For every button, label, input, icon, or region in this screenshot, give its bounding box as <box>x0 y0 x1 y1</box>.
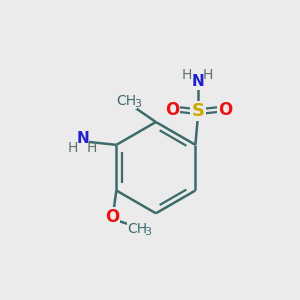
Text: O: O <box>165 100 179 118</box>
Text: N: N <box>76 131 89 146</box>
Text: H: H <box>182 68 192 83</box>
Text: CH: CH <box>127 222 147 236</box>
Text: O: O <box>218 100 232 118</box>
Text: S: S <box>192 102 205 120</box>
Text: H: H <box>87 141 98 155</box>
Text: 3: 3 <box>134 99 141 110</box>
Text: H: H <box>202 68 213 83</box>
Text: H: H <box>68 141 78 155</box>
Text: CH: CH <box>116 94 136 108</box>
Text: N: N <box>192 74 205 89</box>
Text: O: O <box>105 208 119 226</box>
Text: 3: 3 <box>145 227 152 237</box>
